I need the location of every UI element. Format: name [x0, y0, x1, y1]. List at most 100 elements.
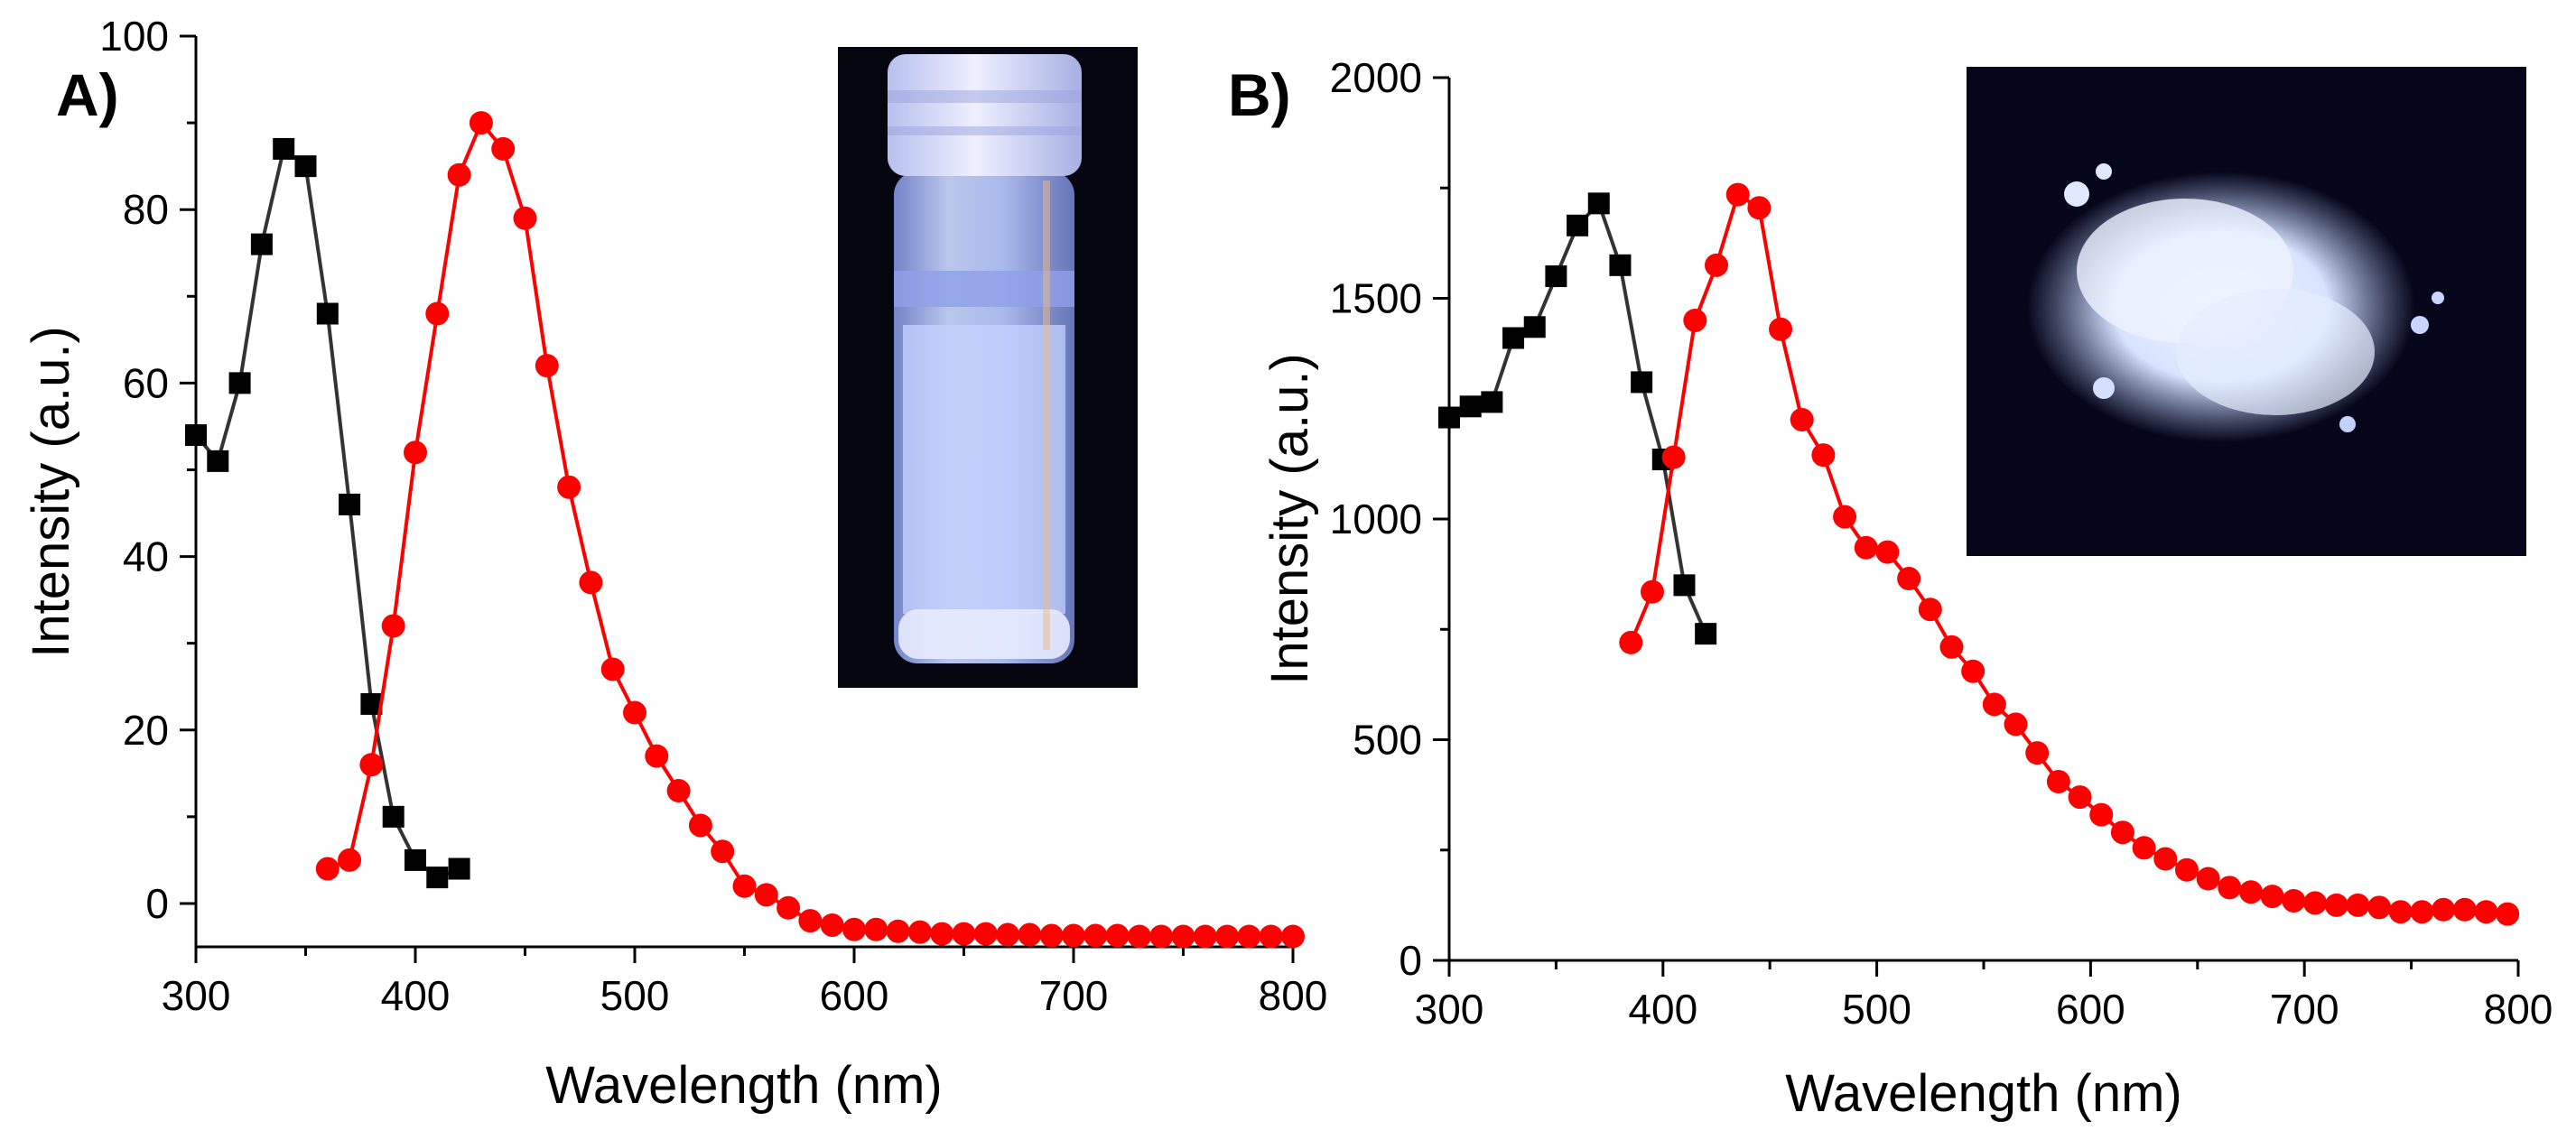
panel-b-emission-point — [1982, 692, 2006, 717]
panel-a-y-tick-label: 100 — [99, 13, 169, 60]
panel-b-emission-point — [1875, 540, 1900, 564]
panel-a-emission-point — [469, 111, 493, 135]
panel-b-excitation-point — [1631, 371, 1653, 394]
panel-b-emission-point — [2474, 900, 2498, 924]
panel-a-x-axis-title: Wavelength (nm) — [545, 1056, 942, 1115]
panel-a-excitation-point — [250, 233, 273, 255]
inset-photo-vial — [838, 47, 1138, 688]
panel-a-emission-point — [535, 354, 559, 378]
panel-a-emission-point — [1215, 924, 1240, 949]
panel-a-x-tick-label: 700 — [1039, 972, 1109, 1019]
panel-b-y-tick-label: 1500 — [1330, 275, 1422, 322]
panel-b-emission-point — [2174, 857, 2199, 882]
panel-a-emission-point — [711, 839, 735, 864]
panel-a-y-tick-label: 80 — [123, 186, 169, 233]
panel-a-emission-point — [600, 657, 625, 681]
panel-b-x-tick-label: 300 — [1415, 986, 1484, 1033]
panel-a-emission-point — [425, 301, 450, 326]
panel-b-emission-point — [1897, 567, 1921, 591]
panel-b-excitation-point — [1567, 214, 1589, 236]
panel-a-x-tick-label: 300 — [162, 972, 231, 1019]
panel-a-emission-point — [513, 206, 537, 230]
panel-b-emission-point — [1705, 253, 1728, 277]
panel-a-emission-point — [1083, 923, 1108, 948]
panel-b-excitation-point — [1587, 192, 1610, 215]
panel-a-emission-point — [754, 883, 778, 907]
panel-b-emission-point — [2452, 897, 2477, 922]
panel-b-emission-point — [2432, 897, 2456, 922]
panel-a-emission-point — [1149, 924, 1174, 949]
panel-a-emission-point — [1193, 924, 1217, 949]
panel-b-y-tick-label: 1000 — [1330, 496, 1422, 542]
panel-b-x-tick-label: 500 — [1842, 986, 1911, 1033]
panel-b-emission-point — [1747, 196, 1772, 220]
panel-a-excitation-point — [273, 137, 295, 160]
panel-b-excitation-point — [1502, 327, 1525, 349]
panel-a-excitation-point — [294, 155, 317, 178]
panel-a-emission-point — [359, 753, 384, 777]
panel-a-emission-line — [327, 121, 1293, 939]
panel-b-emission-point — [2004, 712, 2028, 737]
panel-a-emission-point — [996, 922, 1020, 947]
panel-b-emission-point — [2068, 785, 2092, 810]
panel-b-emission-point — [2196, 867, 2220, 891]
panel-b-emission-point — [1640, 579, 1664, 604]
panel-b-emission-point — [2496, 902, 2520, 926]
panel-a-emission-point — [798, 909, 823, 933]
panel-b-emission-point — [1939, 635, 1964, 659]
inset-photo-powder — [1967, 67, 2526, 556]
panel-b-x-tick-label: 700 — [2270, 986, 2339, 1033]
panel-a-emission-point — [1105, 923, 1130, 948]
panel-a-emission-point — [973, 922, 998, 946]
panel-b-excitation-point — [1481, 391, 1503, 413]
panel-b-x-tick-label: 800 — [2484, 986, 2553, 1033]
panel-b-emission-point — [1790, 407, 1814, 431]
panel-a-emission-point — [952, 922, 976, 946]
panel-a-emission-point — [688, 813, 712, 838]
panel-b-excitation-line — [1448, 201, 1708, 635]
panel-b-emission-point — [2303, 891, 2328, 915]
panel-b-excitation-point — [1459, 395, 1482, 418]
panel-a-emission-point — [930, 922, 954, 946]
panel-b-emission-point — [2367, 895, 2392, 920]
panel-a-y-tick-label: 40 — [123, 533, 169, 580]
panel-b-emission-point — [2153, 847, 2178, 871]
panel-a-emission-point — [315, 857, 339, 881]
panel-b-emission-point — [2132, 836, 2156, 860]
panel-a-emission-point — [820, 913, 844, 937]
panel-a-emission-point — [907, 920, 932, 944]
panel-a-emission-point — [557, 475, 581, 499]
panel-a-emission-point — [886, 919, 910, 943]
panel-b-x-tick-label: 400 — [1628, 986, 1697, 1033]
panel-a-x-tick-label: 400 — [381, 972, 451, 1019]
panel-b-emission-point — [2388, 900, 2413, 924]
panel-b-excitation-point — [1545, 265, 1567, 288]
panel-a-series — [185, 111, 1305, 949]
panel-b-emission-point — [1683, 308, 1707, 332]
panel-b-emission-point — [2410, 900, 2434, 924]
panel-a-excitation-point — [405, 848, 426, 871]
panel-b-emission-point — [2218, 876, 2242, 900]
panel-a-emission-point — [623, 700, 646, 725]
panel-a-excitation-point — [426, 867, 449, 889]
panel-a-y-tick-label: 60 — [123, 359, 169, 406]
panel-a-emission-point — [1259, 924, 1283, 949]
panel-a-x-tick-label: 800 — [1259, 972, 1328, 1019]
panel-a-excitation-point — [339, 493, 361, 515]
panel-b-y-tick-label: 500 — [1353, 717, 1422, 764]
panel-b-y-tick-label: 2000 — [1330, 54, 1422, 101]
panel-b-emission-point — [2239, 880, 2263, 904]
panel-a: A) 300 400 500 600 700 800 0 20 40 60 80 100 Wavele… — [22, 13, 1327, 1115]
panel-b-y-axis-title: Intensity (a.u.) — [1260, 353, 1319, 684]
panel-b-emission-point — [1811, 443, 1836, 468]
panel-b-label: B) — [1228, 61, 1291, 128]
panel-b-emission-point — [1769, 317, 1793, 341]
panel-b-emission-point — [1918, 598, 1942, 622]
panel-a-excitation-point — [316, 302, 339, 325]
panel-b-excitation-point — [1609, 254, 1632, 276]
panel-a-emission-point — [864, 917, 888, 941]
panel-b-emission-point — [2046, 769, 2070, 793]
panel-a-emission-point — [645, 744, 669, 768]
panel-b-emission-point — [2260, 885, 2284, 909]
